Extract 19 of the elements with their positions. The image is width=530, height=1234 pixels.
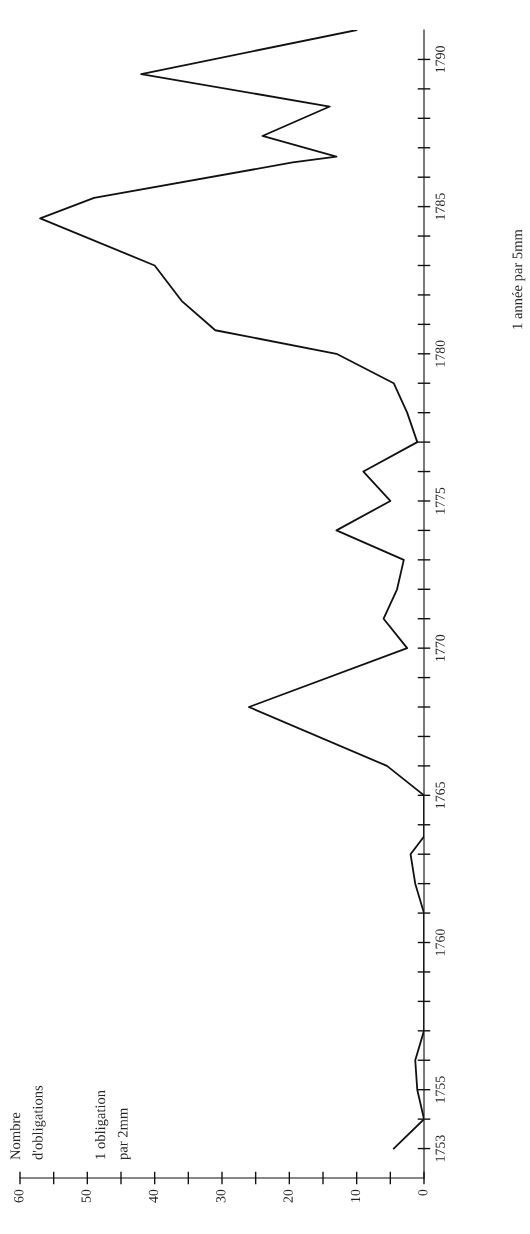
- annotation: Nombre d'obligations: [10, 1085, 46, 1160]
- y-tick-label: 1785: [435, 193, 445, 220]
- x-tick-label: 30: [216, 1189, 226, 1203]
- y-tick-label: 1770: [435, 634, 445, 661]
- x-tick-label: 0: [418, 1189, 428, 1196]
- y-tick-label: 1765: [435, 781, 445, 808]
- text: 1 année par 5mm: [512, 229, 526, 329]
- y-tick-label: 1775: [435, 487, 445, 514]
- y-tick-label: 1780: [435, 340, 445, 367]
- y-tick-label: 1790: [435, 46, 445, 73]
- y-tick-label: 1760: [435, 929, 445, 956]
- y-tick-label: 1755: [435, 1076, 445, 1103]
- x-tick-label: 20: [283, 1189, 293, 1203]
- x-tick-label: 10: [350, 1189, 361, 1202]
- x-tick-label: 50: [81, 1189, 91, 1203]
- x-tick-label: 40: [148, 1189, 159, 1203]
- x-tick-label: 60: [14, 1189, 24, 1203]
- annotation: 1 obligation par 2mm: [95, 1090, 131, 1160]
- y-tick-label: 1753: [435, 1135, 445, 1162]
